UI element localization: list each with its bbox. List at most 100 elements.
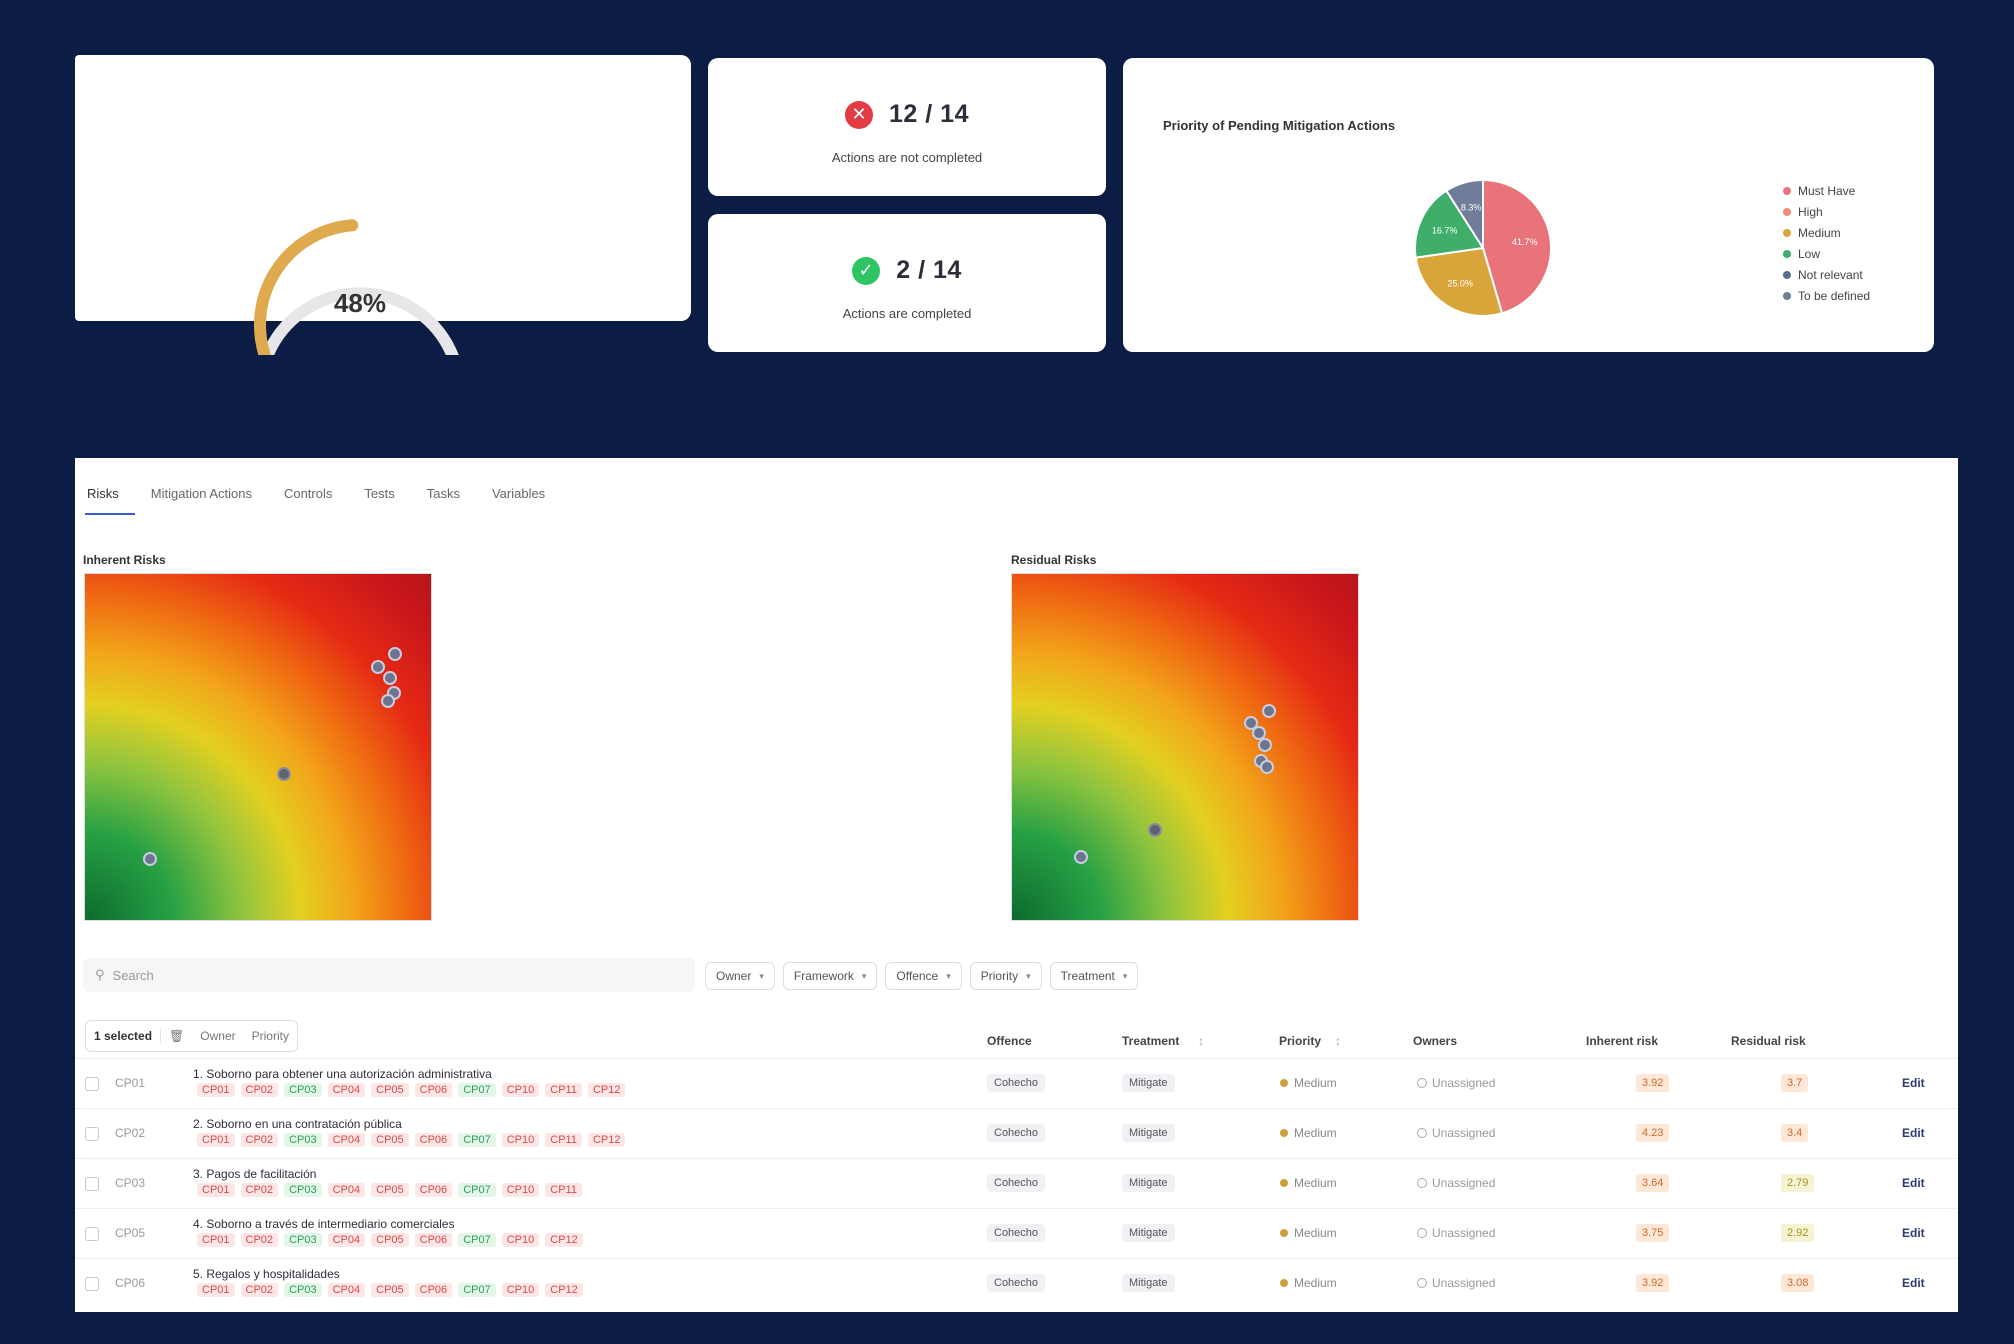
risk-point[interactable]	[1258, 738, 1272, 752]
selected-count: 1 selected	[86, 1029, 162, 1043]
header-residual-risk[interactable]: Residual risk	[1731, 1034, 1806, 1048]
filter-owner[interactable]: Owner ▾	[705, 962, 775, 990]
filter-treatment[interactable]: Treatment ▾	[1049, 962, 1139, 990]
risk-point[interactable]	[1262, 704, 1276, 718]
table-row[interactable]: CP06 5. Regalos y hospitalidades CP01 CP0…	[75, 1258, 1958, 1309]
table-row[interactable]: CP05 4. Soborno a través de intermediari…	[75, 1208, 1958, 1259]
pie-slice[interactable]	[1414, 189, 1485, 259]
header-offence[interactable]: Offence	[987, 1034, 1032, 1048]
control-tag: CP10	[501, 1283, 540, 1297]
row-checkbox[interactable]	[85, 1277, 99, 1291]
owner-cell[interactable]: Unassigned	[1417, 1276, 1495, 1290]
offence-badge: Cohecho	[987, 1124, 1046, 1142]
search-input[interactable]: Search	[112, 967, 154, 983]
row-checkbox[interactable]	[85, 1077, 99, 1091]
bulk-owner-button[interactable]: Owner	[200, 1029, 236, 1043]
chevron-down-icon: ▾	[759, 970, 764, 981]
sort-icon[interactable]: ↕	[1335, 1034, 1341, 1048]
trash-icon[interactable]: 🗑	[169, 1029, 185, 1043]
user-icon	[1417, 1278, 1427, 1288]
pie-slice[interactable]	[1482, 178, 1553, 315]
search-bar[interactable]: ⚲ Search	[83, 958, 695, 992]
legend-item[interactable]: To be defined	[1783, 285, 1870, 306]
tab-tasks[interactable]: Tasks	[426, 486, 460, 501]
filter-framework[interactable]: Framework ▾	[782, 962, 878, 990]
tab-variables[interactable]: Variables	[491, 486, 546, 501]
pie-slice[interactable]	[1414, 246, 1504, 317]
control-tag: CP12	[545, 1283, 583, 1297]
legend-item[interactable]: Medium	[1783, 222, 1870, 243]
owner-cell[interactable]: Unassigned	[1417, 1176, 1495, 1190]
risk-point[interactable]	[277, 767, 291, 781]
legend-item[interactable]: Must Have	[1783, 180, 1870, 201]
control-tag: CP02	[240, 1083, 279, 1097]
header-owners[interactable]: Owners	[1413, 1034, 1458, 1048]
risk-title[interactable]: 3. Pagos de facilitación	[193, 1167, 317, 1181]
edit-link[interactable]: Edit	[1902, 1176, 1925, 1190]
risk-code: CP03	[115, 1176, 146, 1190]
row-checkbox[interactable]	[85, 1227, 99, 1241]
owner-cell[interactable]: Unassigned	[1417, 1076, 1495, 1090]
priority-cell[interactable]: Medium	[1280, 1126, 1337, 1140]
edit-link[interactable]: Edit	[1902, 1226, 1925, 1240]
tab-tests[interactable]: Tests	[364, 486, 395, 501]
pie-chart-title: Priority of Pending Mitigation Actions	[1163, 118, 1396, 133]
tab-mitigation-actions[interactable]: Mitigation Actions	[150, 486, 252, 501]
pie-slice-label: 16.7%	[1432, 225, 1458, 235]
risk-title[interactable]: 1. Soborno para obtener una autorización…	[193, 1067, 492, 1081]
header-priority[interactable]: Priority	[1279, 1034, 1322, 1048]
user-icon	[1417, 1178, 1427, 1188]
bulk-priority-button[interactable]: Priority	[251, 1029, 289, 1043]
table-row[interactable]: CP01 1. Soborno para obtener una autoriz…	[75, 1058, 1958, 1109]
control-tag: CP06	[414, 1083, 453, 1097]
legend-item[interactable]: Low	[1783, 243, 1870, 264]
tab-controls[interactable]: Controls	[283, 486, 333, 501]
risk-title[interactable]: 2. Soborno en una contratación pública	[193, 1117, 402, 1131]
priority-cell[interactable]: Medium	[1280, 1176, 1337, 1190]
risk-point[interactable]	[1074, 850, 1088, 864]
priority-label: Medium	[1294, 1226, 1337, 1240]
risk-point[interactable]	[143, 852, 157, 866]
risk-point[interactable]	[371, 660, 385, 674]
filter-offence[interactable]: Offence ▾	[885, 962, 962, 990]
control-tag: CP07	[458, 1283, 496, 1297]
risk-point[interactable]	[388, 647, 402, 661]
header-treatment[interactable]: Treatment	[1122, 1034, 1180, 1048]
priority-cell[interactable]: Medium	[1280, 1076, 1337, 1090]
priority-pie-card: Priority of Pending Mitigation Actions 4…	[1123, 58, 1934, 352]
risk-point[interactable]	[1252, 726, 1266, 740]
legend-item[interactable]: High	[1783, 201, 1870, 222]
priority-cell[interactable]: Medium	[1280, 1276, 1337, 1290]
control-tags: CP01 CP02 CP03 CP04 CP05 CP06 CP07 CP10 CP12	[197, 1283, 583, 1297]
control-tag: CP04	[327, 1083, 366, 1097]
filter-priority[interactable]: Priority ▾	[969, 962, 1042, 990]
sort-icon[interactable]: ↕	[1198, 1034, 1204, 1048]
risk-title[interactable]: 4. Soborno a través de intermediario com…	[193, 1217, 455, 1231]
owner-cell[interactable]: Unassigned	[1417, 1226, 1495, 1240]
table-row[interactable]: CP03 3. Pagos de facilitación CP01 CP02 CP…	[75, 1158, 1958, 1209]
completed-label: Actions are completed	[842, 306, 972, 321]
filter-bar: Owner ▾ Framework ▾ Offence ▾ Priority ▾ Tre…	[705, 962, 1139, 990]
risk-point[interactable]	[381, 694, 395, 708]
risk-title[interactable]: 5. Regalos y hospitalidades	[193, 1267, 340, 1281]
offence-badge: Cohecho	[987, 1224, 1046, 1242]
edit-link[interactable]: Edit	[1902, 1276, 1925, 1290]
tab-bar: Risks Mitigation Actions Controls Tests …	[85, 486, 561, 515]
tab-risks[interactable]: Risks	[85, 486, 135, 515]
risk-point[interactable]	[1260, 760, 1274, 774]
row-checkbox[interactable]	[85, 1127, 99, 1141]
table-row[interactable]: CP02 2. Soborno en una contratación públ…	[75, 1108, 1958, 1159]
edit-link[interactable]: Edit	[1902, 1076, 1925, 1090]
pie-slice[interactable]	[1444, 178, 1484, 252]
priority-cell[interactable]: Medium	[1280, 1226, 1337, 1240]
legend-label: Low	[1798, 246, 1821, 261]
legend-item[interactable]: Not relevant	[1783, 264, 1870, 285]
chevron-down-icon: ▾	[1122, 970, 1128, 981]
row-checkbox[interactable]	[85, 1177, 99, 1191]
residual-risk-value: 2.92	[1781, 1224, 1815, 1242]
risk-point[interactable]	[383, 671, 397, 685]
header-inherent-risk[interactable]: Inherent risk	[1586, 1034, 1659, 1048]
risk-point[interactable]	[1148, 823, 1162, 837]
edit-link[interactable]: Edit	[1902, 1126, 1925, 1140]
owner-cell[interactable]: Unassigned	[1417, 1126, 1495, 1140]
